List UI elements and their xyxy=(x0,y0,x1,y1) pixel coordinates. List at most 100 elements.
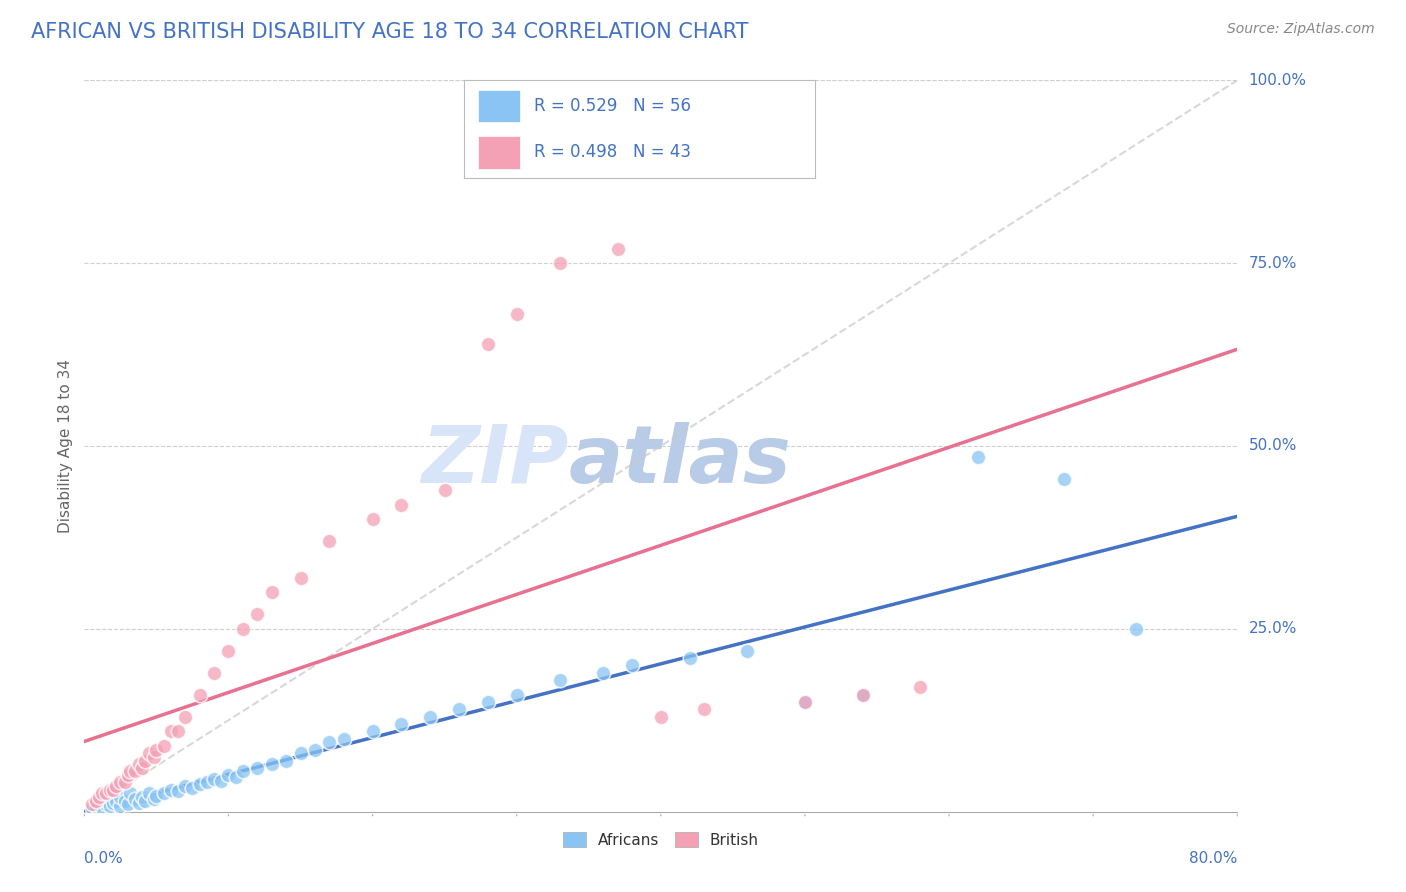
Point xyxy=(218,768,240,782)
Point xyxy=(103,796,124,810)
Point xyxy=(174,779,197,793)
Point xyxy=(94,794,117,808)
Point xyxy=(1125,622,1147,636)
Point xyxy=(477,336,499,351)
Point xyxy=(794,695,817,709)
Point xyxy=(110,798,132,813)
Point xyxy=(105,779,128,793)
Point xyxy=(548,673,571,687)
Point xyxy=(98,782,121,797)
Point xyxy=(98,798,121,813)
Point xyxy=(145,742,167,756)
Point xyxy=(1053,472,1076,486)
Point xyxy=(105,794,128,808)
Point xyxy=(361,724,384,739)
Point xyxy=(548,256,571,270)
Point xyxy=(124,791,146,805)
Point xyxy=(174,709,197,723)
Point xyxy=(232,622,254,636)
Point xyxy=(621,658,644,673)
Point xyxy=(181,781,204,796)
Point xyxy=(202,665,225,680)
Point xyxy=(333,731,356,746)
Point xyxy=(94,787,117,801)
Point xyxy=(260,585,283,599)
Text: ZIP: ZIP xyxy=(422,422,568,500)
Point xyxy=(167,724,190,739)
Point xyxy=(794,695,817,709)
Point xyxy=(103,782,124,797)
Point xyxy=(117,797,139,812)
Point xyxy=(160,724,183,739)
Point xyxy=(506,688,529,702)
Point xyxy=(910,681,932,695)
Point xyxy=(84,798,107,813)
Text: atlas: atlas xyxy=(568,422,792,500)
Point xyxy=(318,735,340,749)
Point xyxy=(852,688,875,702)
Point xyxy=(232,764,254,779)
Point xyxy=(195,775,218,789)
Text: 0.0%: 0.0% xyxy=(84,851,124,865)
Point xyxy=(145,789,167,803)
Point xyxy=(84,794,107,808)
Point xyxy=(114,794,136,808)
Text: Source: ZipAtlas.com: Source: ZipAtlas.com xyxy=(1227,22,1375,37)
Point xyxy=(737,644,759,658)
Point xyxy=(260,757,283,772)
Bar xyxy=(478,90,520,122)
Text: AFRICAN VS BRITISH DISABILITY AGE 18 TO 34 CORRELATION CHART: AFRICAN VS BRITISH DISABILITY AGE 18 TO … xyxy=(31,22,748,42)
Bar xyxy=(478,136,520,169)
Point xyxy=(131,790,153,805)
Point xyxy=(361,512,384,526)
Point xyxy=(134,754,156,768)
Point xyxy=(131,761,153,775)
Point xyxy=(246,761,269,775)
Point xyxy=(290,746,312,760)
Point xyxy=(152,787,174,801)
Point xyxy=(80,801,103,815)
Point xyxy=(114,775,136,789)
Point xyxy=(120,764,142,779)
Point xyxy=(152,739,174,753)
Point xyxy=(967,450,990,464)
Text: 100.0%: 100.0% xyxy=(1249,73,1306,87)
Point xyxy=(110,775,132,789)
Point xyxy=(433,483,456,497)
Point xyxy=(87,790,110,805)
Text: 80.0%: 80.0% xyxy=(1189,851,1237,865)
Point xyxy=(87,797,110,812)
Point xyxy=(142,791,165,805)
Text: 75.0%: 75.0% xyxy=(1249,256,1296,270)
Point xyxy=(852,688,875,702)
Point xyxy=(318,534,340,549)
Point xyxy=(650,709,672,723)
Point xyxy=(160,782,183,797)
Point xyxy=(110,790,132,805)
Point xyxy=(225,770,247,784)
Y-axis label: Disability Age 18 to 34: Disability Age 18 to 34 xyxy=(58,359,73,533)
Point xyxy=(419,709,441,723)
Point xyxy=(134,794,156,808)
Point xyxy=(138,787,160,801)
Point xyxy=(124,764,146,779)
Point xyxy=(128,757,150,772)
Point xyxy=(188,688,211,702)
Point xyxy=(679,651,702,665)
Point xyxy=(290,571,312,585)
Point xyxy=(90,801,112,815)
Point xyxy=(449,702,471,716)
Point xyxy=(606,242,628,256)
Point xyxy=(117,768,139,782)
Point xyxy=(167,784,190,798)
Point xyxy=(693,702,716,716)
Point xyxy=(90,787,112,801)
Point xyxy=(218,644,240,658)
Point xyxy=(391,717,413,731)
Point xyxy=(592,665,614,680)
Point xyxy=(477,695,499,709)
Text: R = 0.498   N = 43: R = 0.498 N = 43 xyxy=(534,144,692,161)
Point xyxy=(202,772,225,786)
Point xyxy=(120,787,142,801)
Text: 25.0%: 25.0% xyxy=(1249,622,1296,636)
